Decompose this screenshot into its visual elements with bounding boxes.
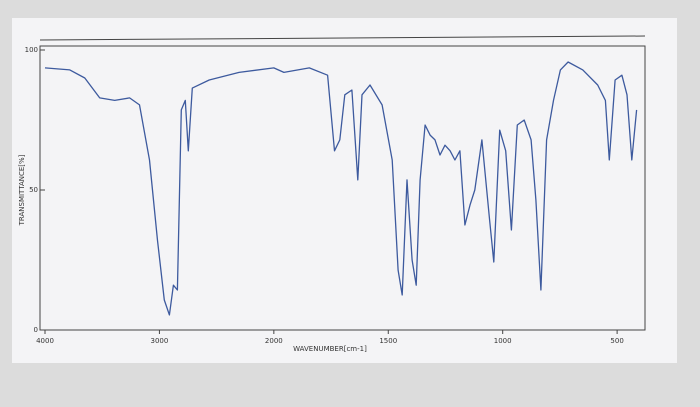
y-axis-label: TRANSMITTANCE[%]	[18, 154, 26, 226]
x-tick-label: 500	[610, 337, 623, 345]
spectrum-line	[44, 61, 638, 316]
x-tick-label: 1500	[379, 337, 397, 345]
y-tick-label: 100	[25, 46, 38, 54]
plot-frame	[39, 45, 646, 331]
y-tick-label: 0	[34, 326, 38, 334]
y-tick-label: 50	[29, 186, 38, 194]
x-tick-label: 3000	[151, 337, 169, 345]
frame-line	[39, 35, 646, 41]
screen	[12, 18, 677, 363]
x-axis-label: WAVENUMBER[cm-1]	[293, 345, 367, 353]
x-tick-label: 2000	[265, 337, 283, 345]
x-tick-label: 1000	[494, 337, 512, 345]
x-tick-label: 4000	[36, 337, 54, 345]
